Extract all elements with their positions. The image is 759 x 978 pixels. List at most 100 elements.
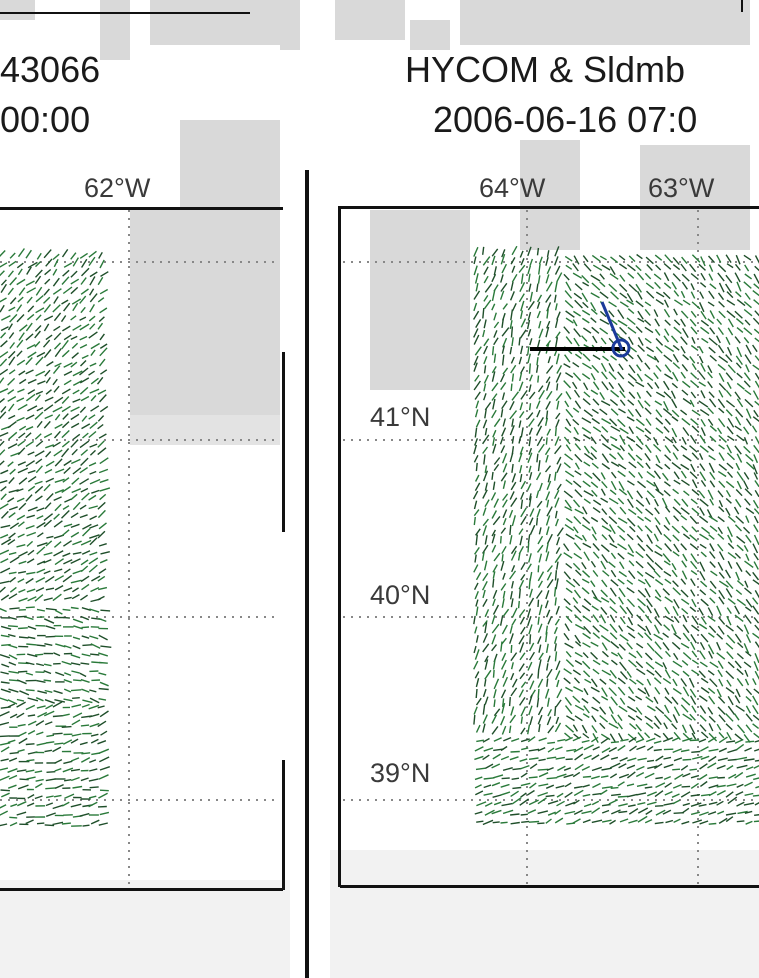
current-vector [574,614,582,622]
current-vector [636,490,643,499]
current-vector [635,326,643,333]
current-vector [582,281,590,287]
current-vector [527,534,531,544]
current-vector [502,590,506,599]
current-vector [537,822,545,825]
current-vector [519,764,530,770]
current-vector [619,661,627,672]
current-vector [491,248,499,257]
current-vector [535,517,539,526]
current-vector [708,723,714,732]
current-vector [610,741,619,744]
current-vector [582,793,591,797]
current-vector [545,543,549,553]
current-vector [537,571,545,582]
current-vector [654,318,660,327]
current-vector [671,427,678,438]
current-vector [91,752,101,756]
current-vector [0,767,9,771]
current-vector [528,705,533,716]
current-vector [636,614,644,622]
current-vector [689,445,698,453]
current-vector [527,412,534,420]
current-vector [752,464,758,475]
current-vector [736,382,745,390]
current-vector [735,291,742,298]
current-vector [582,570,591,578]
current-vector [644,772,655,779]
current-vector [664,445,671,454]
current-vector [753,661,759,672]
current-vector [509,346,513,355]
current-vector [574,283,583,291]
current-vector [554,427,557,437]
current-vector [520,772,528,778]
current-vector [89,697,100,704]
current-vector [9,297,17,305]
current-vector [72,618,84,624]
current-vector [663,775,671,781]
current-vector [707,365,713,374]
current-vector [646,561,656,571]
current-vector [619,326,627,335]
current-vector [537,417,545,427]
current-vector [628,570,636,580]
current-vector [736,724,746,734]
current-vector [8,571,17,575]
current-vector [752,317,759,325]
current-vector [70,493,78,501]
current-vector [80,724,90,727]
current-vector [725,497,732,504]
current-vector [8,654,18,660]
current-vector [482,489,488,499]
current-vector [745,820,753,825]
current-vector [9,821,18,827]
current-vector [635,435,644,446]
current-vector [35,294,44,303]
current-vector [27,469,36,474]
current-vector [7,395,17,402]
current-vector [565,736,573,742]
current-vector [734,310,743,319]
current-vector [509,524,512,535]
current-vector [754,337,759,343]
current-vector [97,509,106,519]
current-vector [583,551,590,561]
current-vector [89,293,98,303]
current-vector [743,301,752,309]
current-vector [581,427,592,434]
current-vector [44,643,53,646]
current-vector [708,732,718,742]
current-vector [754,759,759,762]
current-vector [653,355,660,363]
current-vector [635,771,645,778]
current-vector [601,534,608,541]
current-vector [483,792,493,796]
current-vector [473,246,479,257]
current-vector [44,721,53,726]
current-vector [736,764,748,769]
current-vector [484,809,495,816]
current-vector [63,466,71,475]
current-vector [473,380,481,391]
current-vector [36,705,46,709]
current-vector [555,419,560,429]
current-vector [672,264,681,271]
current-vector [71,458,81,465]
current-vector [36,507,45,512]
current-vector [635,264,642,272]
current-vector [609,623,618,634]
current-vector [0,558,9,564]
current-vector [745,705,752,714]
current-vector [717,526,723,535]
current-vector [725,507,731,516]
current-vector [556,773,567,778]
current-vector [636,570,644,577]
current-vector [34,411,44,420]
current-vector [25,440,34,448]
current-vector [699,780,708,787]
current-vector [72,587,79,593]
current-vector [753,524,759,533]
current-vector [16,314,25,323]
